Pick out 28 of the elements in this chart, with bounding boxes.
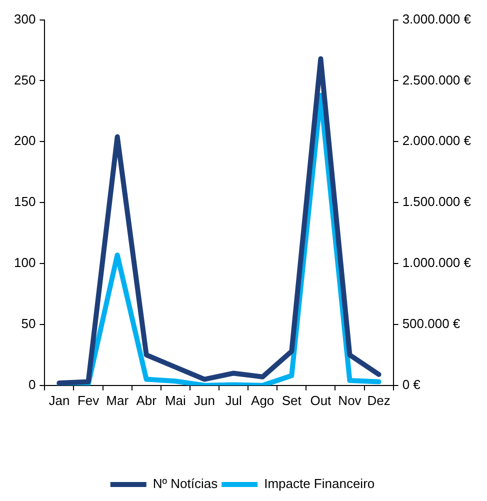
x-tick-label: Jan	[48, 392, 70, 408]
y-tick-label: 50	[21, 316, 36, 332]
y2-tick-label: 1.000.000 €	[402, 255, 472, 270]
y-tick-label: 100	[14, 255, 36, 270]
y2-tick-label: 1.500.000 €	[402, 194, 472, 210]
x-tick-label: Dez	[367, 392, 390, 408]
y-tick-label: 0	[28, 376, 36, 392]
y2-tick-label: 0 €	[402, 376, 422, 392]
y-tick-label: 300	[14, 11, 36, 26]
x-tick-label: Nov	[338, 392, 362, 408]
x-tick-label: Out	[310, 392, 332, 408]
y-tick-label: 250	[14, 72, 36, 88]
y2-tick-label: 3.000.000 €	[402, 11, 472, 26]
legend-label: Nº Notícias	[152, 476, 218, 492]
x-tick-label: Abr	[136, 392, 158, 408]
legend-label: Impacte Financeiro	[264, 476, 375, 492]
x-tick-label: Set	[282, 392, 302, 408]
y-tick-label: 200	[14, 133, 36, 148]
y2-tick-label: 2.000.000 €	[402, 133, 472, 148]
x-tick-label: Jul	[225, 392, 242, 408]
x-tick-label: Mai	[164, 392, 186, 408]
x-tick-label: Jun	[194, 392, 215, 408]
y2-tick-label: 2.500.000 €	[402, 72, 472, 88]
x-tick-label: Ago	[251, 392, 274, 408]
y-tick-label: 150	[14, 194, 36, 210]
x-tick-label: Mar	[106, 392, 130, 408]
x-tick-label: Fev	[77, 392, 100, 408]
y2-tick-label: 500.000 €	[402, 316, 461, 332]
